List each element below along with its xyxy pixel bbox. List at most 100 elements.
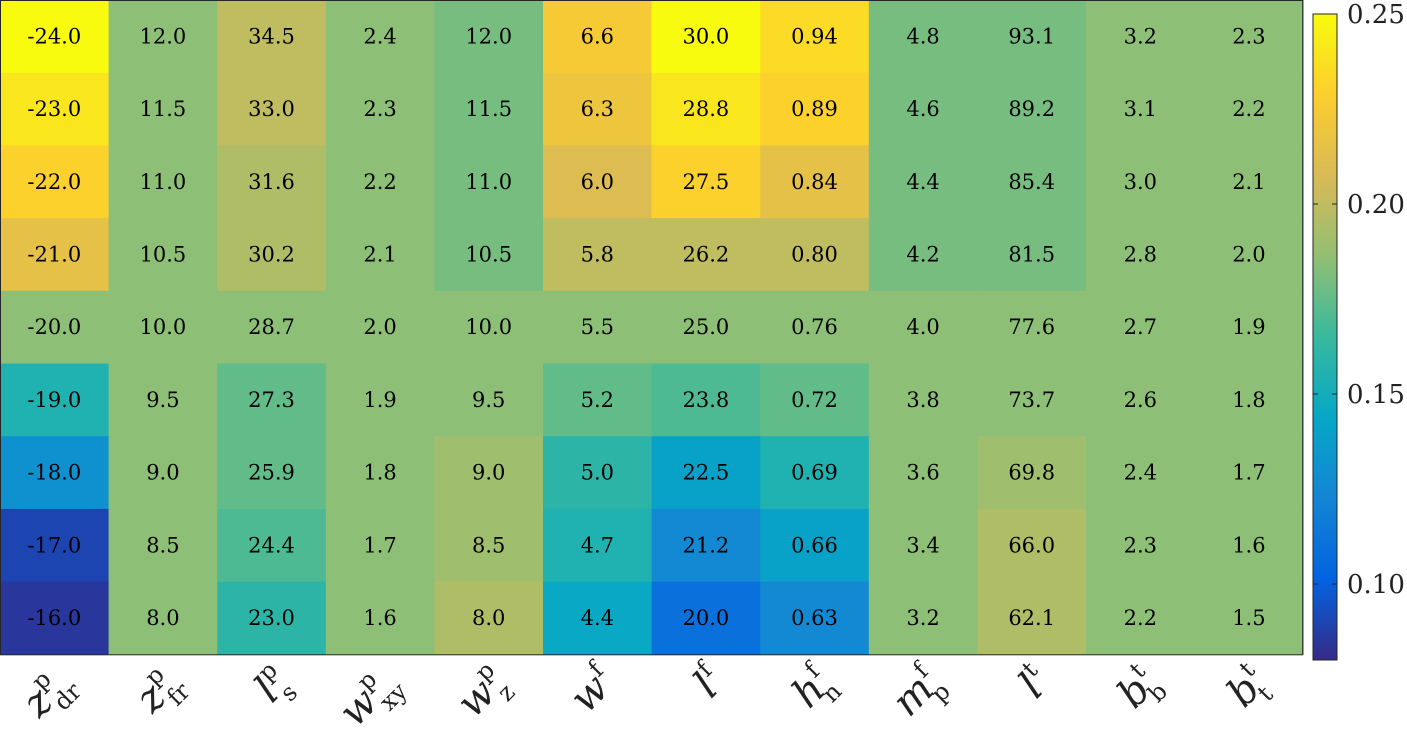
cell-value-label: 30.0 (683, 24, 730, 48)
cell-value-label: 2.2 (1232, 97, 1265, 121)
heatmap-cell (1086, 363, 1196, 437)
cell-value-label: 26.2 (683, 242, 730, 266)
cell-value-label: -18.0 (27, 461, 81, 485)
heatmap-cell (108, 436, 218, 510)
heatmap-cell (1086, 72, 1196, 146)
heatmap-cell (217, 581, 327, 655)
cell-value-label: 3.1 (1124, 97, 1157, 121)
heatmap-cell (760, 436, 870, 510)
cell-value-label: -17.0 (27, 533, 81, 557)
svg-text:hfn: hfn (781, 656, 848, 723)
cell-value-label: 4.8 (906, 24, 939, 48)
cell-value-label: 93.1 (1008, 24, 1055, 48)
heatmap-cell (0, 72, 110, 146)
cell-value-label: 4.7 (581, 533, 614, 557)
x-tick-label: lt (1010, 656, 1052, 707)
heatmap-cell (868, 508, 978, 583)
cell-value-label: -21.0 (27, 242, 81, 266)
colorbar: 0.10 0.15 0.20 0.25 (1312, 0, 1405, 661)
cell-value-label: 28.7 (248, 315, 295, 339)
heatmap-cell-labels: -24.0 12.0 34.5 2.4 12.0 6.6 30.0 0.94 4.8 93.1 3.… (27, 24, 1265, 630)
cell-value-label: 3.0 (1124, 170, 1157, 194)
cell-value-label: 0.72 (791, 388, 838, 412)
x-tick-label: mfp (884, 655, 956, 725)
x-tick-label: wpxy (330, 665, 413, 735)
heatmap-cell (217, 145, 327, 219)
cell-value-label: -23.0 (27, 97, 81, 121)
x-axis-labels: zpdr zpfr lps wpxy wpz wf lf hfn mfp lt btb btt (13, 655, 1279, 736)
cell-value-label: 0.66 (791, 533, 838, 557)
heatmap-cell (760, 218, 870, 292)
cell-value-label: 3.4 (906, 533, 939, 557)
cell-value-label: 0.84 (791, 170, 838, 194)
cell-value-label: 8.0 (472, 606, 505, 630)
heatmap-cell (325, 581, 435, 655)
heatmap-cell (1086, 508, 1196, 583)
cell-value-label: 22.5 (683, 461, 730, 485)
cell-value-label: 33.0 (248, 97, 295, 121)
heatmap-cell (0, 436, 110, 510)
heatmap-cell (1194, 218, 1304, 292)
heatmap-cell (760, 363, 870, 437)
heatmap-cell (108, 363, 218, 437)
heatmap-cell (760, 0, 870, 74)
svg-text:lf: lf (682, 655, 734, 707)
heatmap-cell (434, 0, 544, 74)
heatmap-cell (1086, 581, 1196, 655)
cell-value-label: -16.0 (27, 606, 81, 630)
colorbar-tick-label: 0.10 (1347, 570, 1405, 600)
heatmap-cell (868, 581, 978, 655)
cell-value-label: 66.0 (1008, 533, 1055, 557)
heatmap-cell (760, 508, 870, 583)
heatmap-cell (868, 218, 978, 292)
cell-value-label: 4.2 (906, 242, 939, 266)
cell-value-label: 89.2 (1008, 97, 1055, 121)
heatmap-cell (108, 508, 218, 583)
cell-value-label: 2.2 (1124, 606, 1157, 630)
heatmap-cell (651, 581, 761, 655)
x-tick-label: lps (246, 656, 303, 711)
cell-value-label: 11.5 (140, 97, 187, 121)
cell-value-label: 27.3 (248, 388, 295, 412)
heatmap-cells (0, 0, 1304, 655)
cell-value-label: 1.5 (1232, 606, 1265, 630)
heatmap-cell (1194, 581, 1304, 655)
cell-value-label: 2.6 (1124, 388, 1157, 412)
heatmap-cell (0, 363, 110, 437)
cell-value-label: 1.9 (363, 388, 396, 412)
heatmap-cell (543, 363, 653, 437)
cell-value-label: 5.2 (581, 388, 614, 412)
cell-value-label: 77.6 (1008, 315, 1055, 339)
svg-text:wf: wf (559, 655, 626, 722)
heatmap-cell (108, 290, 218, 365)
cell-value-label: 4.4 (906, 170, 939, 194)
heatmap-cell (1194, 145, 1304, 219)
cell-value-label: 9.0 (146, 461, 179, 485)
cell-value-label: 0.94 (791, 24, 838, 48)
heatmap-cell (108, 581, 218, 655)
heatmap-cell (760, 145, 870, 219)
heatmap-cell (325, 363, 435, 437)
heatmap-cell (977, 508, 1087, 583)
heatmap-cell (760, 72, 870, 146)
heatmap-cell (651, 290, 761, 365)
heatmap-cell (325, 72, 435, 146)
cell-value-label: 11.0 (140, 170, 187, 194)
cell-value-label: -24.0 (27, 24, 81, 48)
heatmap-cell (1194, 436, 1304, 510)
heatmap-cell (325, 290, 435, 365)
heatmap-cell (217, 436, 327, 510)
cell-value-label: 3.2 (906, 606, 939, 630)
cell-value-label: 2.2 (363, 170, 396, 194)
cell-value-label: 25.9 (248, 461, 295, 485)
cell-value-label: 2.3 (1232, 24, 1265, 48)
plot-frame (0, 0, 1304, 656)
heatmap-cell (1194, 363, 1304, 437)
cell-value-label: 73.7 (1008, 388, 1055, 412)
cell-value-label: 2.1 (1232, 170, 1265, 194)
heatmap-cell (1086, 0, 1196, 74)
cell-value-label: 4.0 (906, 315, 939, 339)
cell-value-label: 81.5 (1008, 242, 1055, 266)
heatmap-cell (868, 436, 978, 510)
cell-value-label: 23.8 (683, 388, 730, 412)
